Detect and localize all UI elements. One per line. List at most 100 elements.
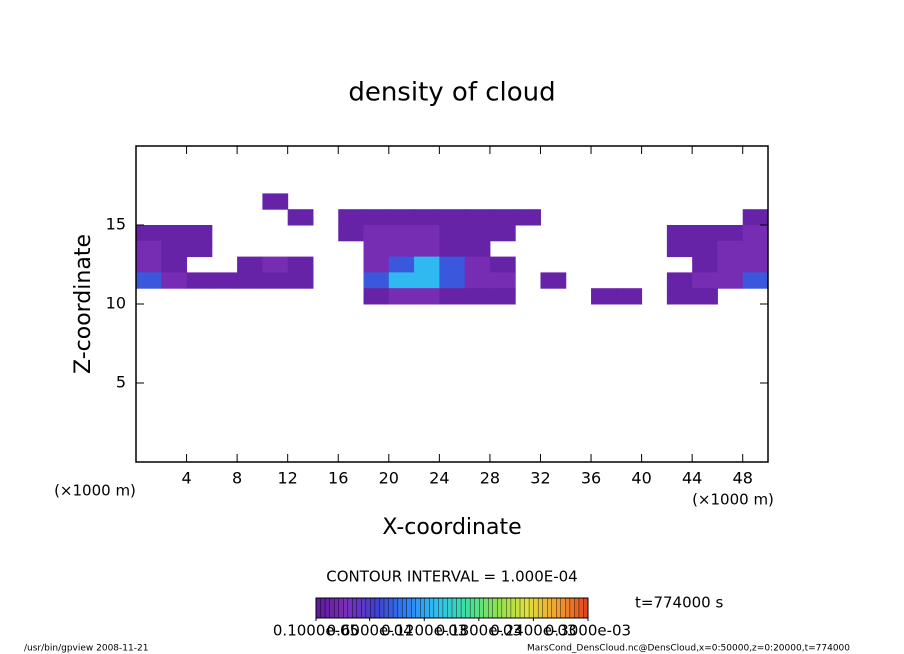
cell [388, 256, 415, 273]
cell [489, 288, 516, 305]
colorbar-swatch [415, 597, 421, 619]
colorbar-swatch [433, 597, 439, 619]
x-tick-label: 36 [581, 469, 601, 488]
colorbar-swatch [560, 597, 566, 619]
cell [338, 225, 365, 242]
cell [237, 256, 263, 273]
colorbar-swatch [338, 597, 344, 619]
colorbar-swatch [578, 597, 584, 619]
cell [414, 288, 440, 305]
colorbar-swatch [401, 597, 408, 619]
x-tick-label: 12 [278, 469, 298, 488]
colorbar-swatch [483, 597, 489, 619]
colorbar-swatch [515, 597, 521, 619]
cell [136, 272, 162, 289]
x-tick-label: 48 [733, 469, 753, 488]
cell [666, 288, 693, 305]
footer-right: MarsCond_DensCloud.nc@DensCloud,x=0:5000… [527, 644, 850, 654]
colorbar-tick-label: 0.1000e-05 [273, 622, 359, 640]
cell [742, 240, 769, 258]
colorbar-frame [315, 597, 589, 619]
cell [161, 256, 188, 273]
cell [136, 240, 162, 258]
colorbar-swatch [524, 597, 530, 619]
colorbar-swatch [333, 597, 340, 619]
colorbar-swatch [383, 597, 390, 619]
colorbar-swatch [411, 597, 417, 619]
cell [338, 209, 365, 226]
y-unit: (×1000 m) [54, 482, 136, 500]
cell [363, 240, 390, 258]
cell [363, 225, 390, 242]
x-tick-label: 28 [480, 469, 500, 488]
x-tick-label: 24 [429, 469, 449, 488]
cell [388, 209, 415, 226]
colorbar-swatch [533, 597, 539, 619]
colorbar-swatch [551, 597, 557, 619]
colorbar-swatch [510, 597, 516, 619]
cell [717, 272, 744, 289]
x-tick-label: 44 [682, 469, 702, 488]
cell [692, 240, 718, 258]
colorbar-swatch [315, 597, 322, 619]
colorbar-swatch [361, 597, 367, 619]
colorbar-swatch [474, 597, 480, 619]
colorbar-swatch [329, 597, 335, 619]
contour-note: CONTOUR INTERVAL = 1.000E-04 [326, 568, 577, 586]
cell [262, 256, 289, 273]
cell [742, 272, 769, 289]
cell [161, 240, 188, 258]
colorbar-swatch [392, 597, 399, 619]
colorbar-swatch [370, 597, 376, 619]
cell [186, 272, 213, 289]
cell [287, 209, 314, 226]
cell [363, 288, 390, 305]
cell [262, 193, 289, 210]
colorbar-tick-label: 0.3000e-03 [545, 622, 631, 640]
cell [439, 288, 466, 305]
cell [540, 272, 567, 289]
cell [717, 240, 744, 258]
cell [186, 225, 213, 242]
colorbar-swatch [497, 597, 503, 619]
colorbar-swatch [365, 597, 371, 619]
colorbar-swatch [388, 597, 394, 619]
cell [591, 288, 617, 305]
cell [388, 225, 415, 242]
cell [439, 256, 466, 273]
cell [414, 240, 440, 258]
colorbar-swatch [352, 597, 358, 619]
cell [287, 272, 314, 289]
y-tick-label: 10 [106, 294, 126, 313]
cell [363, 209, 390, 226]
x-unit: (×1000 m) [692, 491, 774, 509]
cell [439, 209, 466, 226]
colorbar-swatch [447, 597, 453, 619]
colorbar-swatch [429, 597, 435, 619]
colorbar-swatch [460, 597, 467, 619]
cell [363, 272, 390, 289]
cell [186, 240, 213, 258]
colorbar-swatch [542, 597, 548, 619]
cell [742, 209, 769, 226]
cell [742, 225, 769, 242]
colorbar-swatch [397, 597, 403, 619]
cell [464, 272, 491, 289]
colorbar-tick-label: 0.6000e-04 [327, 622, 413, 640]
cell [717, 225, 744, 242]
cell [439, 240, 466, 258]
x-tick-label: 16 [328, 469, 348, 488]
colorbar-swatch [469, 597, 476, 619]
cell [439, 225, 466, 242]
cell [666, 240, 693, 258]
colorbar-swatch [420, 597, 426, 619]
time-label: t=774000 s [635, 594, 723, 612]
colorbar-swatch [565, 597, 571, 619]
cell [211, 272, 238, 289]
colorbar-swatch [492, 597, 498, 619]
colorbar-swatch [356, 597, 362, 619]
cell [414, 209, 440, 226]
cell [237, 272, 263, 289]
cell [414, 272, 440, 289]
